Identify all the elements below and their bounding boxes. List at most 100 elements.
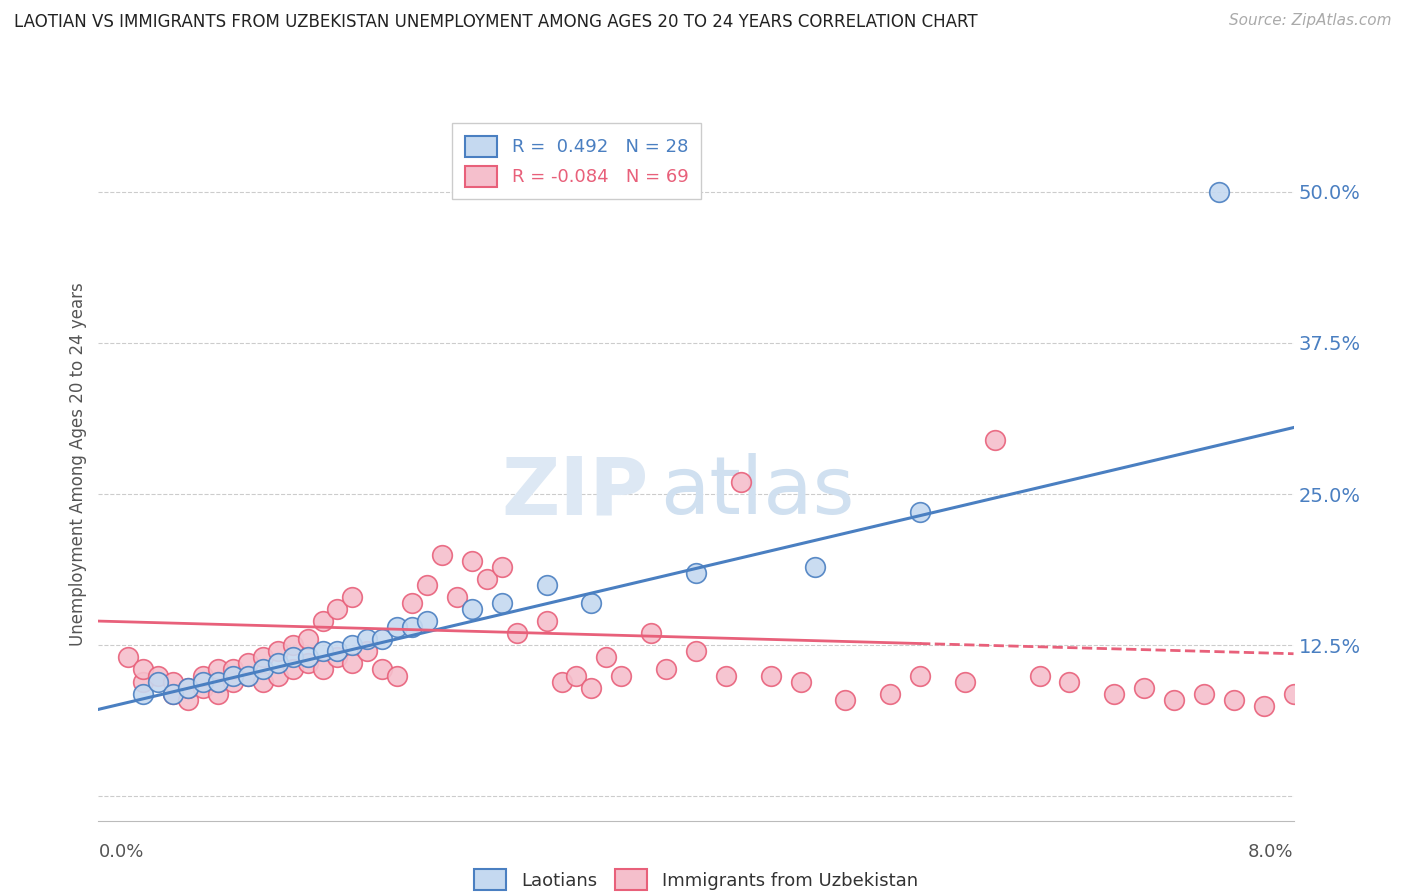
Point [342,638,364,652]
Point [207,663,229,677]
Point [730,475,752,489]
Point [132,687,155,701]
Point [446,590,468,604]
Point [461,553,484,567]
Point [789,674,811,689]
Point [148,674,170,689]
Point [356,644,378,658]
Point [834,692,856,706]
Point [610,668,633,682]
Point [804,559,827,574]
Point [1133,681,1156,695]
Point [326,650,349,665]
Point [550,674,572,689]
Point [267,657,290,671]
Point [908,668,931,682]
Point [281,663,304,677]
Text: Source: ZipAtlas.com: Source: ZipAtlas.com [1229,13,1392,29]
Text: 0.0%: 0.0% [98,843,143,861]
Point [311,644,333,658]
Point [132,663,155,677]
Point [983,433,1005,447]
Point [461,602,484,616]
Point [311,614,333,628]
Point [759,668,782,682]
Point [132,674,155,689]
Point [252,650,274,665]
Point [1102,687,1125,701]
Text: LAOTIAN VS IMMIGRANTS FROM UZBEKISTAN UNEMPLOYMENT AMONG AGES 20 TO 24 YEARS COR: LAOTIAN VS IMMIGRANTS FROM UZBEKISTAN UN… [14,13,977,31]
Point [191,668,214,682]
Text: 8.0%: 8.0% [1249,843,1294,861]
Point [342,590,364,604]
Y-axis label: Unemployment Among Ages 20 to 24 years: Unemployment Among Ages 20 to 24 years [69,282,87,646]
Point [491,559,513,574]
Point [162,687,184,701]
Point [416,614,439,628]
Point [222,668,245,682]
Point [311,663,333,677]
Point [148,668,170,682]
Point [953,674,976,689]
Point [1059,674,1081,689]
Point [401,596,423,610]
Point [117,650,139,665]
Point [297,657,319,671]
Point [281,638,304,652]
Text: ZIP: ZIP [501,453,648,532]
Point [908,505,931,519]
Point [326,602,349,616]
Point [385,620,409,634]
Point [655,663,678,677]
Point [342,657,364,671]
Point [252,663,274,677]
Point [356,632,378,647]
Point [207,687,229,701]
Point [297,632,319,647]
Point [1282,687,1305,701]
Point [401,620,423,634]
Point [581,681,603,695]
Point [595,650,617,665]
Point [252,674,274,689]
Point [385,668,409,682]
Point [267,668,290,682]
Point [1163,692,1185,706]
Point [371,663,394,677]
Point [162,674,184,689]
Point [207,674,229,689]
Point [281,650,304,665]
Point [297,650,319,665]
Point [236,657,259,671]
Point [1028,668,1050,682]
Point [640,626,662,640]
Point [491,596,513,610]
Point [1208,185,1230,199]
Point [191,681,214,695]
Point [536,614,558,628]
Point [222,663,245,677]
Point [162,687,184,701]
Text: atlas: atlas [661,453,855,532]
Point [565,668,588,682]
Point [326,644,349,658]
Point [1253,698,1275,713]
Point [267,644,290,658]
Point [177,692,200,706]
Point [879,687,901,701]
Point [581,596,603,610]
Point [685,644,707,658]
Point [207,674,229,689]
Point [177,681,200,695]
Point [714,668,737,682]
Point [475,572,498,586]
Point [1222,692,1246,706]
Point [430,548,453,562]
Point [685,566,707,580]
Point [236,668,259,682]
Point [536,578,558,592]
Point [1192,687,1215,701]
Point [191,674,214,689]
Point [416,578,439,592]
Point [222,674,245,689]
